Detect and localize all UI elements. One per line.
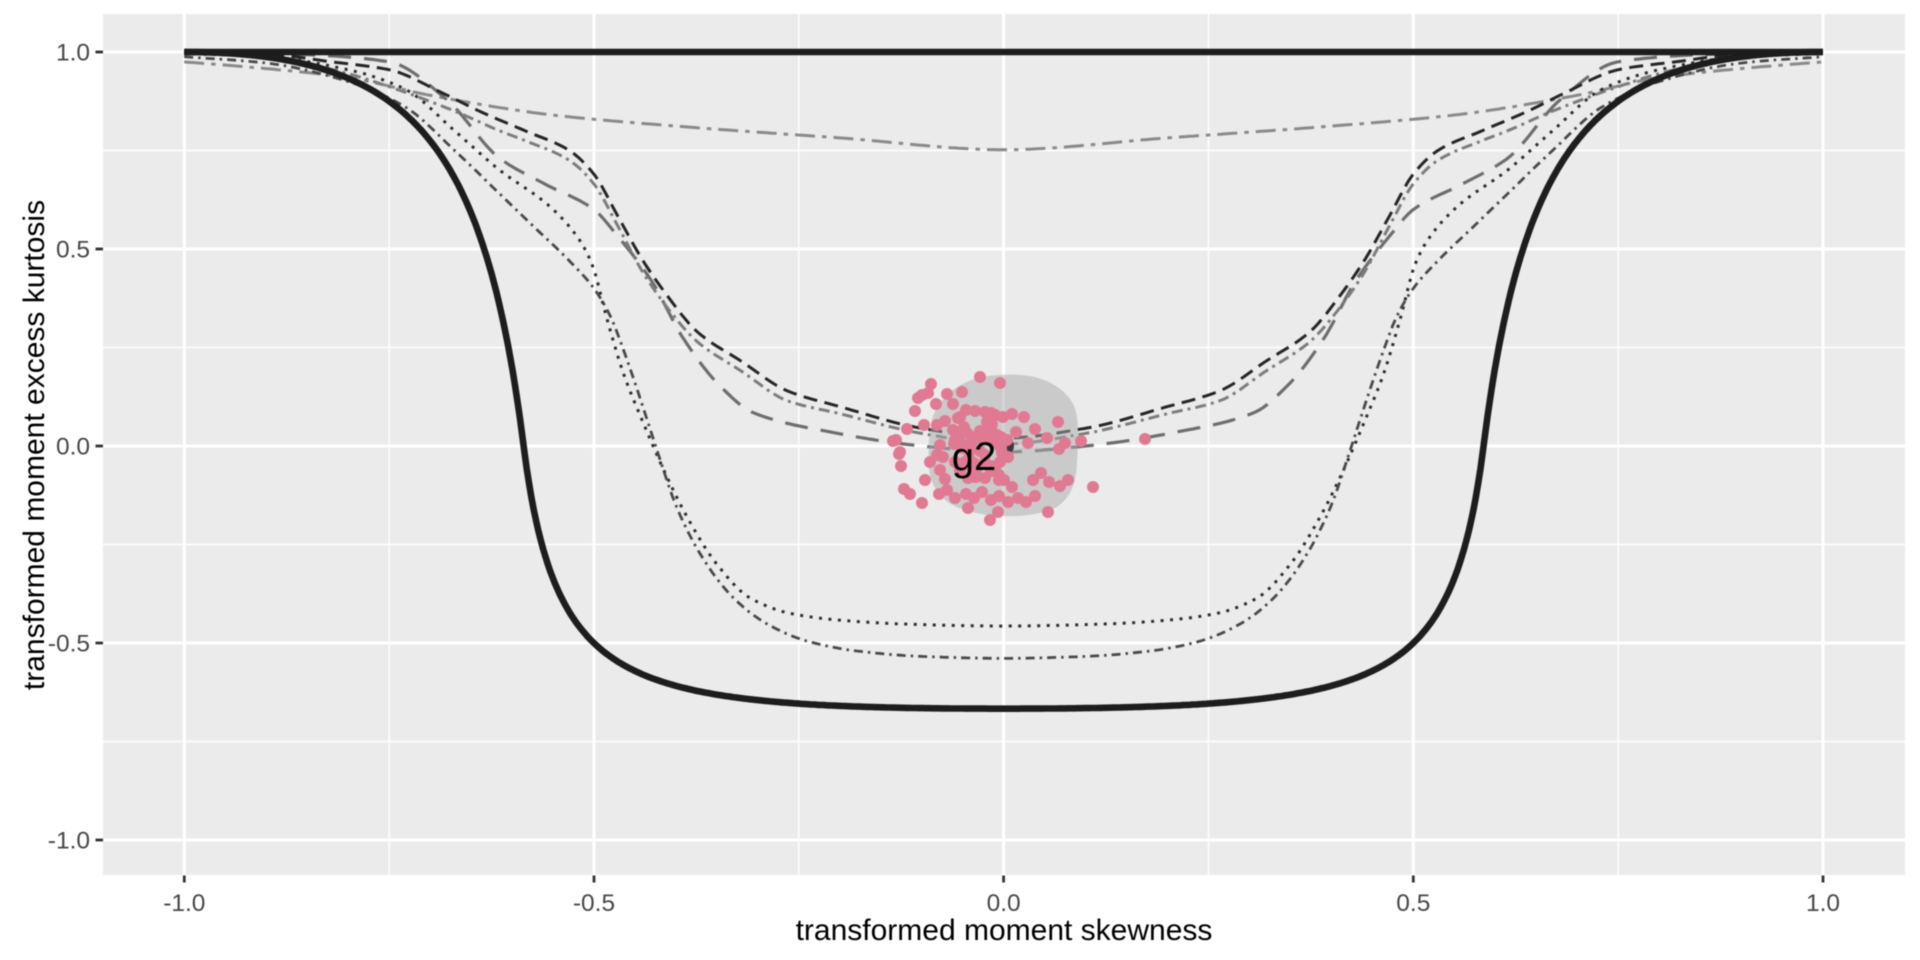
svg-text:0.0: 0.0 bbox=[56, 434, 90, 461]
svg-text:0.0: 0.0 bbox=[987, 890, 1021, 917]
svg-text:transformed moment skewness: transformed moment skewness bbox=[796, 914, 1213, 947]
svg-text:0.5: 0.5 bbox=[56, 237, 90, 264]
svg-text:-1.0: -1.0 bbox=[163, 890, 205, 917]
svg-text:0.5: 0.5 bbox=[1396, 890, 1430, 917]
svg-text:1.0: 1.0 bbox=[1806, 890, 1840, 917]
svg-text:transformed moment excess kurt: transformed moment excess kurtosis bbox=[18, 200, 51, 690]
svg-text:g2: g2 bbox=[952, 435, 997, 479]
svg-text:-1.0: -1.0 bbox=[48, 828, 90, 855]
svg-text:1.0: 1.0 bbox=[56, 40, 90, 67]
svg-text:-0.5: -0.5 bbox=[573, 890, 615, 917]
svg-text:-0.5: -0.5 bbox=[48, 631, 90, 658]
